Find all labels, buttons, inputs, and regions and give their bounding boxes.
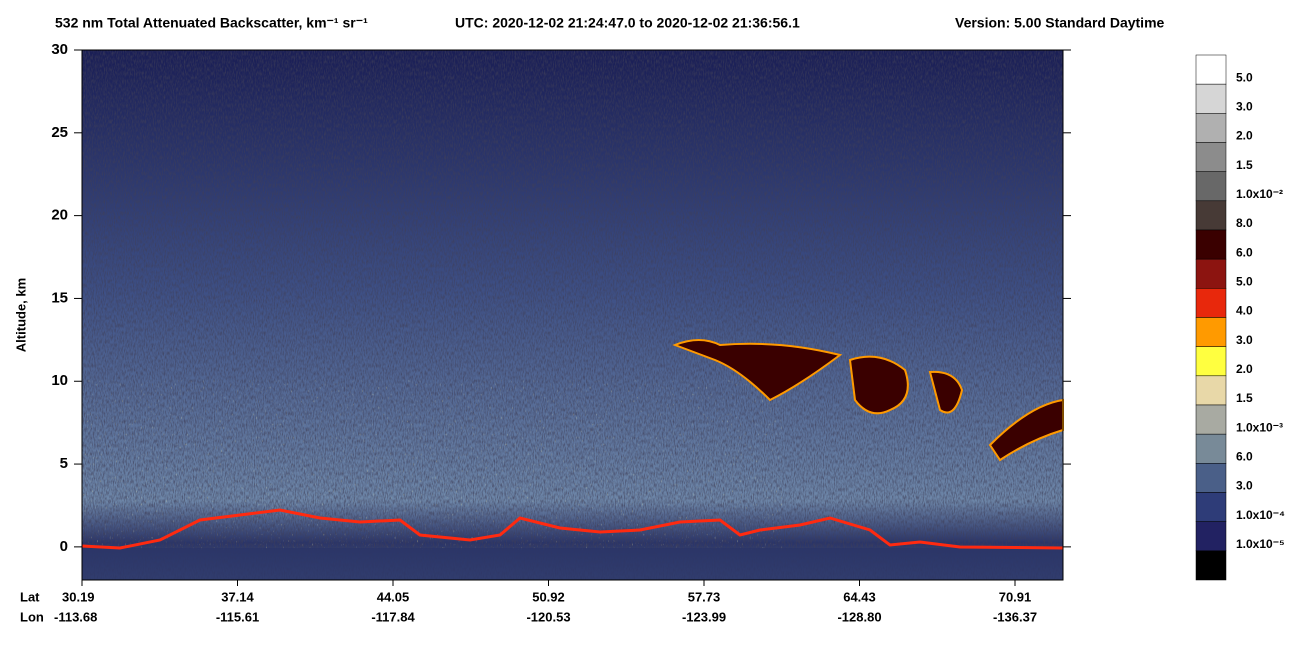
- y-tick-label: 30: [51, 41, 68, 58]
- colorbar-label: 6.0: [1236, 450, 1253, 464]
- colorbar-label: 3.0: [1236, 479, 1253, 493]
- lon-label: -120.53: [526, 609, 570, 624]
- version: Version: 5.00 Standard Daytime: [955, 15, 1165, 31]
- colorbar-label: 5.0: [1236, 70, 1253, 84]
- lat-label: 70.91: [999, 589, 1032, 604]
- lat-label: 50.92: [532, 589, 565, 604]
- y-tick-label: 5: [60, 455, 68, 472]
- colorbar-swatch: [1195, 171, 1227, 202]
- colorbar-label: 8.0: [1236, 216, 1253, 230]
- colorbar-label: 2.0: [1236, 129, 1253, 143]
- colorbar-label: 4.0: [1236, 304, 1253, 318]
- colorbar-swatch: [1195, 258, 1227, 289]
- y-tick-label: 10: [51, 372, 68, 389]
- colorbar-swatch: [1195, 288, 1227, 318]
- colorbar-swatch: [1195, 142, 1227, 172]
- lat-label: 64.43: [843, 589, 876, 604]
- time-range: UTC: 2020-12-02 21:24:47.0 to 2020-12-02…: [455, 15, 800, 31]
- lat-label: 57.73: [688, 589, 721, 604]
- colorbar-swatch: [1195, 229, 1227, 260]
- y-tick-label: 0: [60, 538, 68, 555]
- lon-label: -117.84: [371, 609, 415, 624]
- colorbar-label: 2.0: [1236, 362, 1253, 376]
- chart-title: 532 nm Total Attenuated Backscatter, km⁻…: [55, 15, 368, 31]
- y-tick-label: 25: [51, 124, 68, 141]
- y-axis-label: Altitude, km: [13, 278, 28, 352]
- colorbar-label: 1.0x10⁻²: [1236, 187, 1283, 201]
- colorbar-swatch: [1195, 317, 1227, 347]
- colorbar-swatch: [1195, 550, 1227, 581]
- lon-label: -115.61: [216, 609, 259, 624]
- colorbar-swatch: [1195, 113, 1227, 143]
- plot-frame: [81, 49, 1064, 581]
- colorbar-swatch: [1195, 521, 1227, 552]
- colorbar-label: 1.0x10⁻⁵: [1236, 537, 1285, 551]
- lon-label: -123.99: [682, 609, 726, 624]
- colorbar-swatch: [1195, 375, 1227, 406]
- lat-label: 44.05: [377, 589, 410, 604]
- colorbar-swatch: [1195, 83, 1227, 114]
- colorbar-label: 5.0: [1236, 275, 1253, 289]
- lon-label: -128.80: [837, 609, 881, 624]
- lat-label: 37.14: [221, 589, 254, 604]
- lon-label: -136.37: [993, 609, 1037, 624]
- colorbar-label: 1.0x10⁻⁴: [1236, 508, 1285, 522]
- x-row-label: Lat: [20, 589, 40, 604]
- colorbar-label: 3.0: [1236, 100, 1253, 114]
- x-row-label: Lon: [20, 609, 44, 624]
- colorbar-swatch: [1195, 404, 1227, 435]
- y-tick-label: 20: [51, 207, 68, 224]
- colorbar-swatch: [1195, 346, 1227, 377]
- colorbar-swatch: [1195, 492, 1227, 522]
- colorbar-swatch: [1195, 54, 1227, 85]
- colorbar-label: 1.5: [1236, 158, 1253, 172]
- colorbar-swatch: [1195, 433, 1227, 464]
- lon-label: -113.68: [54, 609, 97, 624]
- plot-image: [81, 50, 1064, 580]
- colorbar-swatch: [1195, 463, 1227, 493]
- colorbar-swatch: [1195, 200, 1227, 231]
- colorbar-label: 6.0: [1236, 245, 1253, 259]
- lat-label: 30.19: [62, 589, 95, 604]
- y-tick-label: 15: [51, 289, 68, 306]
- colorbar-label: 3.0: [1236, 333, 1253, 347]
- colorbar-label: 1.5: [1236, 391, 1253, 405]
- colorbar-label: 1.0x10⁻³: [1236, 420, 1283, 434]
